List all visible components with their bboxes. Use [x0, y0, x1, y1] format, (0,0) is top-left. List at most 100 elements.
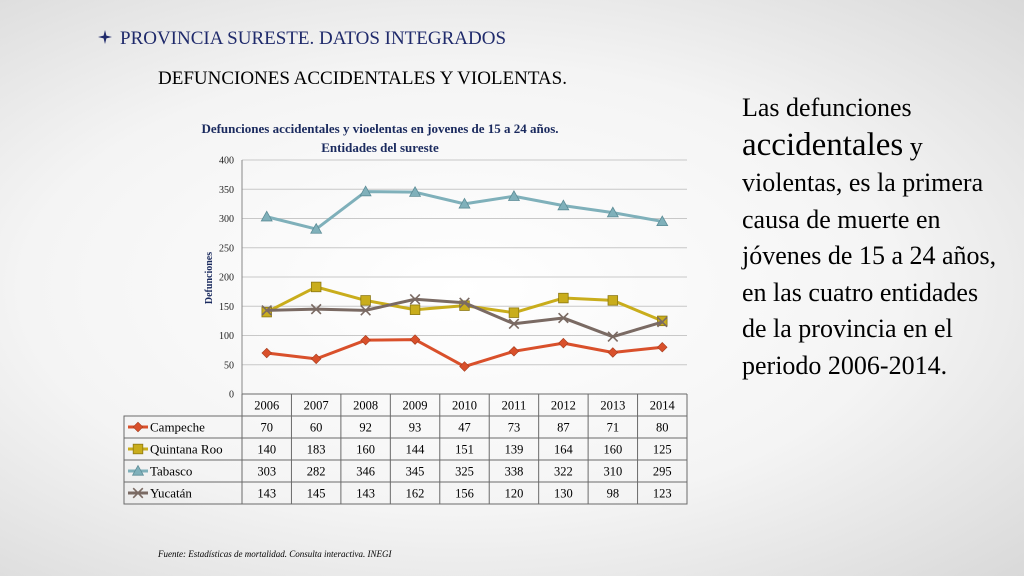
y-tick-label: 150: [219, 302, 234, 313]
data-point-marker: [459, 361, 470, 372]
table-cell-value: 160: [356, 443, 375, 457]
table-cell-value: 92: [359, 421, 372, 435]
legend-label: Campeche: [150, 420, 205, 435]
data-point-marker: [132, 421, 144, 433]
data-point-marker: [360, 295, 371, 306]
table-cell-value: 338: [505, 465, 524, 479]
legend-label: Quintana Roo: [150, 442, 223, 457]
y-tick-label: 400: [219, 156, 234, 167]
deaths-line-chart: Defunciones accidentales y vioelentas en…: [123, 121, 688, 505]
table-cell-value: 120: [505, 487, 524, 501]
data-point-marker: [310, 222, 323, 234]
data-point-marker: [656, 316, 668, 328]
side-text-part-2: accidentales: [742, 126, 904, 163]
data-point-marker: [132, 487, 144, 499]
data-point-marker: [607, 347, 619, 358]
y-tick-label: 0: [229, 390, 234, 401]
source-note: Fuente: Estadísticas de mortalidad. Cons…: [158, 549, 392, 559]
y-tick-label: 350: [219, 185, 234, 196]
data-point-marker: [657, 315, 668, 327]
table-cell-value: 143: [356, 487, 375, 501]
data-point-marker: [557, 199, 570, 211]
slide-ornament-icon: [98, 30, 112, 44]
slide-subtitle: DEFUNCIONES ACCIDENTALES Y VIOLENTAS.: [158, 68, 567, 89]
legend-entry: Quintana Roo: [128, 442, 223, 457]
data-point-marker: [656, 215, 669, 227]
data-point-marker: [507, 190, 521, 201]
data-point-marker: [261, 304, 273, 316]
legend-label: Tabasco: [150, 464, 192, 479]
table-cell-value: 345: [406, 465, 425, 479]
table-cell-value: 156: [455, 487, 474, 501]
data-point-marker: [508, 307, 520, 318]
y-tick-label: 100: [219, 331, 234, 342]
data-point-marker: [131, 464, 145, 476]
data-point-marker: [132, 443, 144, 455]
table-cell-value: 87: [557, 421, 570, 435]
side-text-part-3: y violentas, es la primera causa de muer…: [742, 131, 997, 380]
data-point-marker: [261, 306, 272, 318]
data-point-marker: [558, 312, 569, 324]
data-point-marker: [508, 346, 520, 357]
data-point-marker: [261, 347, 272, 359]
y-tick-label: 300: [219, 214, 234, 225]
table-cell-value: 139: [505, 443, 524, 457]
table-cell-value: 346: [356, 465, 375, 479]
table-cell-value: 164: [554, 443, 574, 457]
chart-title-line-2: Entidades del sureste: [321, 140, 439, 155]
data-point-marker: [310, 303, 322, 315]
slide-title: PROVINCIA SURESTE. DATOS INTEGRADOS: [120, 28, 507, 49]
table-cell-value: 295: [653, 465, 672, 479]
x-tick-label: 2010: [452, 399, 477, 413]
table-cell-value: 71: [607, 421, 620, 435]
table-cell-value: 47: [458, 421, 471, 435]
series-yucatán: [261, 293, 668, 343]
table-cell-value: 145: [307, 487, 326, 501]
x-tick-label: 2012: [551, 399, 576, 413]
table-cell-value: 325: [455, 465, 474, 479]
data-point-marker: [409, 334, 421, 345]
data-point-marker: [607, 331, 619, 343]
table-cell-value: 70: [260, 421, 273, 435]
data-point-marker: [607, 295, 619, 306]
series-tabasco: [260, 185, 669, 234]
table-cell-value: 183: [307, 443, 326, 457]
table-cell-value: 160: [603, 443, 622, 457]
legend-entry: Yucatán: [128, 486, 192, 501]
table-cell-value: 98: [607, 487, 620, 501]
data-point-marker: [409, 304, 421, 315]
legend-label: Yucatán: [150, 486, 192, 501]
table-cell-value: 282: [307, 465, 326, 479]
y-tick-label: 200: [219, 273, 234, 284]
table-cell-value: 60: [310, 421, 323, 435]
data-point-marker: [409, 293, 421, 305]
data-point-marker: [657, 341, 668, 353]
y-tick-label: 50: [224, 360, 234, 371]
table-cell-value: 73: [508, 421, 521, 435]
series-campeche: [261, 334, 668, 372]
table-cell-value: 140: [257, 443, 276, 457]
side-commentary: Las defunciones accidentales y violentas,…: [742, 90, 1002, 384]
legend-entry: Campeche: [128, 420, 205, 435]
data-point-marker: [558, 337, 569, 349]
table-cell-value: 93: [409, 421, 422, 435]
data-point-marker: [260, 210, 273, 222]
data-point-marker: [558, 292, 569, 304]
data-point-marker: [606, 206, 619, 218]
x-tick-label: 2008: [353, 399, 378, 413]
data-point-marker: [360, 304, 371, 316]
table-cell-value: 144: [406, 443, 426, 457]
chart-title-line-1: Defunciones accidentales y vioelentas en…: [201, 121, 558, 136]
y-tick-label: 250: [219, 243, 234, 254]
table-cell-value: 125: [653, 443, 672, 457]
data-point-marker: [310, 281, 322, 293]
side-text-part-1: Las defunciones: [742, 93, 912, 122]
x-tick-label: 2009: [403, 399, 428, 413]
x-tick-label: 2013: [600, 399, 625, 413]
table-cell-value: 123: [653, 487, 672, 501]
data-point-marker: [360, 334, 371, 346]
table-cell-value: 322: [554, 465, 573, 479]
data-point-marker: [458, 197, 471, 209]
data-point-marker: [359, 185, 372, 197]
table-cell-value: 310: [603, 465, 622, 479]
